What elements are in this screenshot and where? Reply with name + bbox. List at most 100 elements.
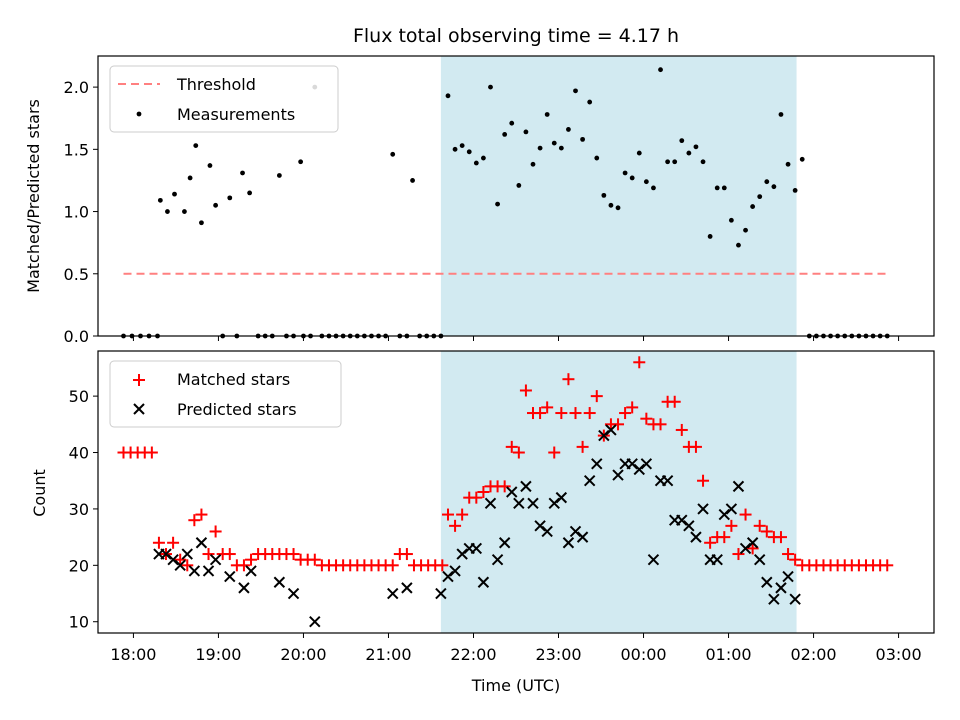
measurement-point	[594, 155, 600, 161]
predicted-star-point	[683, 520, 695, 532]
predicted-star-point	[181, 548, 193, 560]
matched-star-point	[152, 536, 165, 549]
predicted-star-point	[640, 458, 653, 470]
predicted-star-point	[245, 565, 257, 577]
measurement-point	[651, 185, 656, 191]
predicted-star-point	[273, 576, 286, 588]
predicted-star-point	[746, 537, 759, 549]
bottom-y-axis-label: Count	[30, 469, 49, 517]
predicted-star-point	[633, 463, 645, 476]
bottom-panel: 10 20 30 40 50 18:00 19:00 20:00 21:00 22:00 23:0…	[30, 350, 935, 695]
matched-star-point	[725, 519, 738, 532]
measurement-point	[615, 205, 621, 211]
measurement-point	[481, 155, 486, 161]
measurement-point	[566, 127, 571, 132]
x-tick-label: 00:00	[620, 645, 666, 664]
predicted-star-point	[555, 491, 568, 504]
measurement-point	[530, 161, 536, 167]
predicted-star-point	[527, 497, 539, 509]
matched-star-point	[619, 407, 632, 420]
bottom-axes-frame	[97, 350, 935, 634]
predicted-star-point	[188, 565, 201, 577]
measurement-point	[157, 197, 163, 203]
matched-star-point	[548, 446, 561, 459]
y-tick-label: 0.0	[64, 327, 89, 346]
predicted-star-point	[309, 616, 321, 628]
matched-star-point	[441, 508, 454, 521]
measurement-point	[686, 150, 692, 156]
y-tick-label: 30	[69, 500, 89, 519]
matched-star-point	[237, 559, 250, 572]
predicted-star-point	[583, 475, 596, 487]
top-y-axis-label: Matched/Predicted stars	[24, 99, 43, 293]
predicted-star-point	[534, 520, 546, 532]
measurement-point	[799, 156, 805, 162]
top-plot-marks	[121, 67, 890, 339]
legend-matched-label: Matched stars	[177, 370, 290, 389]
measurement-point	[495, 201, 500, 207]
measurement-point	[523, 129, 529, 135]
bottom-x-axis-label: Time (UTC)	[471, 676, 560, 695]
y-tick-label: 2.0	[64, 78, 89, 97]
matched-star-point	[308, 553, 321, 566]
matched-star-point	[626, 401, 639, 414]
predicted-star-point	[209, 553, 222, 566]
matched-star-point	[774, 531, 787, 544]
matched-star-point	[195, 508, 208, 521]
measurement-point	[213, 202, 219, 208]
measurement-point	[187, 175, 193, 181]
matched-star-point	[555, 407, 568, 420]
measurement-point	[247, 190, 253, 196]
matched-star-point	[732, 548, 745, 561]
measurement-point	[679, 138, 685, 144]
legend-threshold-label: Threshold	[176, 75, 256, 94]
matched-star-point	[512, 446, 525, 459]
matched-star-point	[188, 514, 201, 527]
predicted-star-point	[513, 497, 525, 509]
predicted-star-point	[167, 553, 179, 566]
measurement-point	[636, 150, 642, 156]
predicted-star-point	[697, 503, 709, 515]
predicted-star-point	[676, 514, 688, 526]
predicted-star-point	[605, 424, 617, 436]
measurement-point	[452, 146, 458, 152]
x-tick-label: 02:00	[791, 645, 837, 664]
predicted-star-point	[775, 582, 787, 594]
matched-star-point	[202, 548, 215, 561]
x-tick-label: 22:00	[450, 645, 496, 664]
predicted-star-point	[491, 553, 504, 566]
x-tick-label: 01:00	[705, 645, 751, 664]
predicted-star-point	[484, 497, 497, 509]
y-tick-label: 40	[69, 444, 89, 463]
matched-star-point	[470, 491, 483, 504]
matched-star-point	[505, 440, 518, 453]
matched-star-point	[400, 548, 413, 561]
measurement-point	[785, 161, 791, 167]
matched-star-point	[145, 446, 158, 459]
predicted-star-point	[598, 429, 610, 442]
measurement-point	[298, 159, 304, 165]
bottom-y-axis: 10 20 30 40 50	[69, 387, 98, 632]
matched-star-point	[534, 407, 547, 420]
predicted-star-point	[202, 565, 215, 577]
measurement-point	[199, 220, 204, 226]
matched-star-point	[612, 418, 625, 431]
measurement-point	[792, 188, 798, 193]
matched-star-point	[583, 407, 596, 420]
measurement-point	[757, 194, 763, 200]
predicted-star-point	[718, 508, 730, 521]
matched-star-point	[562, 373, 575, 386]
legend-measurements-swatch	[136, 111, 142, 117]
predicted-star-point	[287, 587, 300, 600]
predicted-star-point	[725, 503, 738, 515]
legend-measurements-label: Measurements	[177, 105, 295, 124]
measurement-point	[473, 160, 479, 166]
predicted-star-point	[612, 469, 624, 481]
matched-star-point	[576, 440, 589, 453]
predicted-star-point	[449, 565, 461, 577]
measurement-point	[182, 209, 187, 214]
measurement-point	[665, 159, 671, 165]
measurement-point	[488, 84, 493, 90]
predicted-star-point	[647, 553, 660, 566]
